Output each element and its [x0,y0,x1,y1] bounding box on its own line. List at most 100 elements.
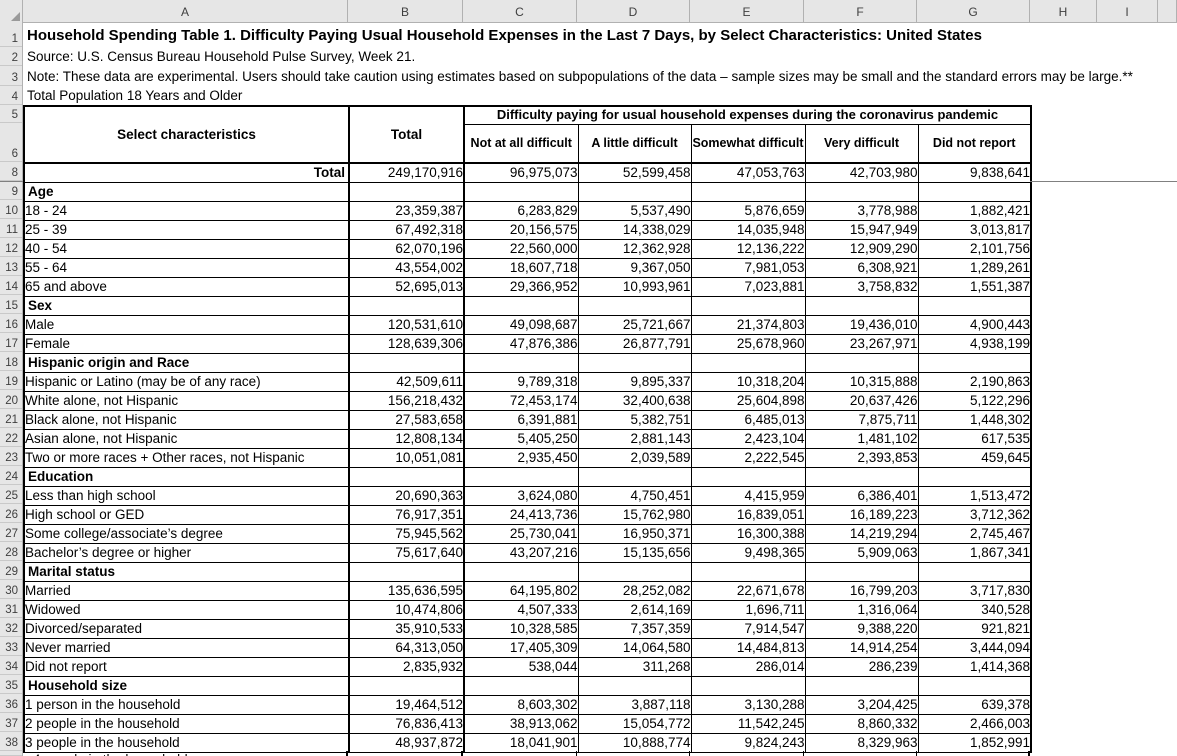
value-cell[interactable] [348,352,465,373]
row-label-cell[interactable]: Never married [23,637,350,658]
cell-a1-title[interactable]: Household Spending Table 1. Difficulty P… [27,26,982,44]
row-header-24[interactable]: 24 [0,466,22,485]
value-cell[interactable]: 8,329,963 [804,732,919,753]
value-cell[interactable] [804,181,919,202]
row-header-23[interactable]: 23 [0,447,22,466]
header-not-at-all-difficult[interactable]: Not at all difficult [463,123,579,164]
column-header-e[interactable]: E [690,0,804,23]
value-cell[interactable]: 42,703,980 [804,162,919,183]
value-cell[interactable]: 617,535 [917,428,1032,449]
value-cell[interactable]: 64,195,802 [463,580,579,601]
value-cell[interactable]: 340,528 [917,599,1032,620]
value-cell[interactable]: 76,836,413 [348,713,465,734]
value-cell[interactable]: 16,300,388 [690,523,806,544]
value-cell[interactable]: 9,498,365 [690,542,806,563]
value-cell[interactable]: 24,413,736 [463,504,579,525]
row-label-cell[interactable]: 40 - 54 [23,238,350,259]
value-cell[interactable]: 9,388,220 [804,618,919,639]
value-cell[interactable]: 10,888,774 [577,732,692,753]
value-cell[interactable] [348,466,465,487]
value-cell[interactable]: 3,758,832 [804,276,919,297]
value-cell[interactable]: 9,895,337 [577,371,692,392]
value-cell[interactable] [917,181,1032,202]
row-label-cell[interactable]: Some college/associate’s degree [23,523,350,544]
column-header-g[interactable]: G [917,0,1030,23]
value-cell[interactable]: 9,367,050 [577,257,692,278]
value-cell[interactable] [917,295,1032,316]
row-header-21[interactable]: 21 [0,409,22,428]
value-cell[interactable]: 15,947,949 [804,219,919,240]
value-cell[interactable]: 1,481,102 [804,428,919,449]
value-cell[interactable]: 11,542,245 [690,713,806,734]
row-header-15[interactable]: 15 [0,295,22,314]
value-cell[interactable]: 35,910,533 [348,618,465,639]
value-cell[interactable]: 18,607,718 [463,257,579,278]
value-cell[interactable]: 47,053,763 [690,162,806,183]
value-cell[interactable]: 17,405,309 [463,637,579,658]
value-cell[interactable]: 9,789,318 [463,371,579,392]
row-label-cell[interactable]: Hispanic origin and Race [23,352,350,373]
row-label-cell[interactable]: Did not report [23,656,350,677]
value-cell[interactable]: 12,909,290 [804,238,919,259]
partial-cell[interactable]: 4 people in the household [23,751,348,756]
row-label-cell[interactable]: Female [23,333,350,354]
row-label-cell[interactable]: Total [23,162,350,183]
row-label-cell[interactable]: Less than high school [23,485,350,506]
value-cell[interactable] [690,675,806,696]
row-header-1[interactable]: 1 [0,23,22,47]
value-cell[interactable] [917,561,1032,582]
value-cell[interactable]: 1,316,064 [804,599,919,620]
value-cell[interactable]: 32,400,638 [577,390,692,411]
value-cell[interactable]: 3,717,830 [917,580,1032,601]
row-label-cell[interactable]: High school or GED [23,504,350,525]
row-label-cell[interactable]: 65 and above [23,276,350,297]
header-total[interactable]: Total [348,105,465,164]
row-label-cell[interactable]: 18 - 24 [23,200,350,221]
row-header-2[interactable]: 2 [0,47,22,66]
row-header-22[interactable]: 22 [0,428,22,447]
value-cell[interactable]: 3,712,362 [917,504,1032,525]
value-cell[interactable]: 14,484,813 [690,637,806,658]
value-cell[interactable]: 2,614,169 [577,599,692,620]
value-cell[interactable] [348,561,465,582]
value-cell[interactable]: 2,101,756 [917,238,1032,259]
column-header-f[interactable]: F [804,0,917,23]
value-cell[interactable] [577,561,692,582]
value-cell[interactable]: 2,222,545 [690,447,806,468]
value-cell[interactable]: 42,509,611 [348,371,465,392]
row-header-38[interactable]: 38 [0,732,22,751]
row-header-32[interactable]: 32 [0,618,22,637]
value-cell[interactable] [690,466,806,487]
value-cell[interactable] [917,675,1032,696]
row-header-6[interactable]: 6 [0,123,22,162]
column-header-a[interactable]: A [23,0,348,23]
value-cell[interactable]: 19,464,512 [348,694,465,715]
value-cell[interactable]: 20,690,363 [348,485,465,506]
value-cell[interactable]: 2,835,932 [348,656,465,677]
partial-cell[interactable] [804,751,917,756]
value-cell[interactable]: 6,283,829 [463,200,579,221]
row-header-28[interactable]: 28 [0,542,22,561]
value-cell[interactable]: 3,444,094 [917,637,1032,658]
value-cell[interactable]: 286,014 [690,656,806,677]
partial-cell[interactable] [917,751,1030,756]
value-cell[interactable]: 14,064,580 [577,637,692,658]
value-cell[interactable] [690,295,806,316]
row-label-cell[interactable]: Marital status [23,561,350,582]
value-cell[interactable]: 15,135,656 [577,542,692,563]
value-cell[interactable] [804,295,919,316]
row-label-cell[interactable]: Divorced/separated [23,618,350,639]
value-cell[interactable]: 62,070,196 [348,238,465,259]
value-cell[interactable]: 1,882,421 [917,200,1032,221]
value-cell[interactable]: 28,252,082 [577,580,692,601]
value-cell[interactable]: 120,531,610 [348,314,465,335]
row-label-cell[interactable]: 3 people in the household [23,732,350,753]
value-cell[interactable]: 8,860,332 [804,713,919,734]
value-cell[interactable]: 2,881,143 [577,428,692,449]
partial-cell[interactable] [348,751,463,756]
value-cell[interactable]: 9,838,641 [917,162,1032,183]
value-cell[interactable] [463,181,579,202]
row-header-30[interactable]: 30 [0,580,22,599]
value-cell[interactable] [577,675,692,696]
value-cell[interactable]: 3,624,080 [463,485,579,506]
